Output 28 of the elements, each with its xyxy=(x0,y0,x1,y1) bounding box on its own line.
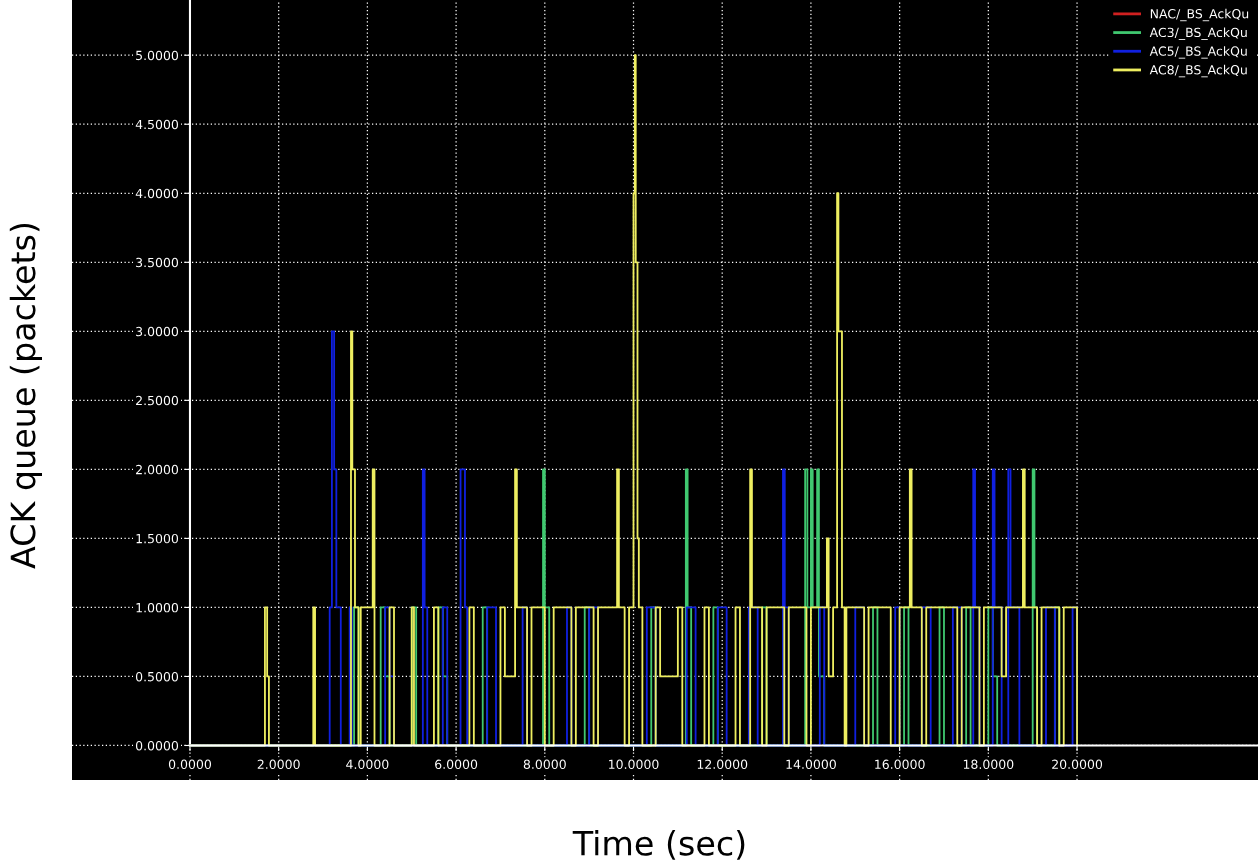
y-tick-label: 1.5000 xyxy=(136,533,179,544)
legend-label: AC8/_BS_AckQu xyxy=(1149,64,1247,78)
x-tick-label: 18.0000 xyxy=(963,759,1014,770)
y-tick-label: 4.5000 xyxy=(135,119,179,130)
y-tick-label: 2.0000 xyxy=(136,464,179,475)
x-tick-label: 2.0000 xyxy=(257,759,300,770)
y-tick-label: 0.0000 xyxy=(135,740,179,751)
x-tick-label: 10.0000 xyxy=(609,759,659,770)
x-tick-label: 16.0000 xyxy=(875,759,925,770)
x-tick-label: 20.0000 xyxy=(1052,759,1103,770)
legend-label: AC3/_BS_AckQu xyxy=(1149,27,1247,40)
y-tick-label: 0.5000 xyxy=(135,671,179,682)
y-axis-title: ACK queue (packets) xyxy=(9,223,42,569)
x-tick-label: 6.0000 xyxy=(435,759,478,770)
legend-label: NAC/_BS_AckQu xyxy=(1150,8,1249,22)
y-tick-label: 3.0000 xyxy=(136,326,179,337)
legend-label: AC5/_BS_AckQu xyxy=(1149,46,1247,59)
y-tick-label: 3.5000 xyxy=(136,257,179,268)
x-axis-title: Time (sec) xyxy=(572,830,745,860)
x-tick-label: 4.0000 xyxy=(346,759,389,770)
x-tick-label: 12.0000 xyxy=(697,759,748,770)
y-tick-label: 4.0000 xyxy=(135,188,179,199)
y-tick-label: 5.0000 xyxy=(136,50,179,61)
x-tick-label: 0.0000 xyxy=(168,759,212,770)
x-tick-label: 14.0000 xyxy=(786,759,836,770)
y-tick-label: 2.5000 xyxy=(136,395,179,406)
y-tick-label: 1.0000 xyxy=(136,602,179,613)
x-tick-label: 8.0000 xyxy=(523,759,566,770)
